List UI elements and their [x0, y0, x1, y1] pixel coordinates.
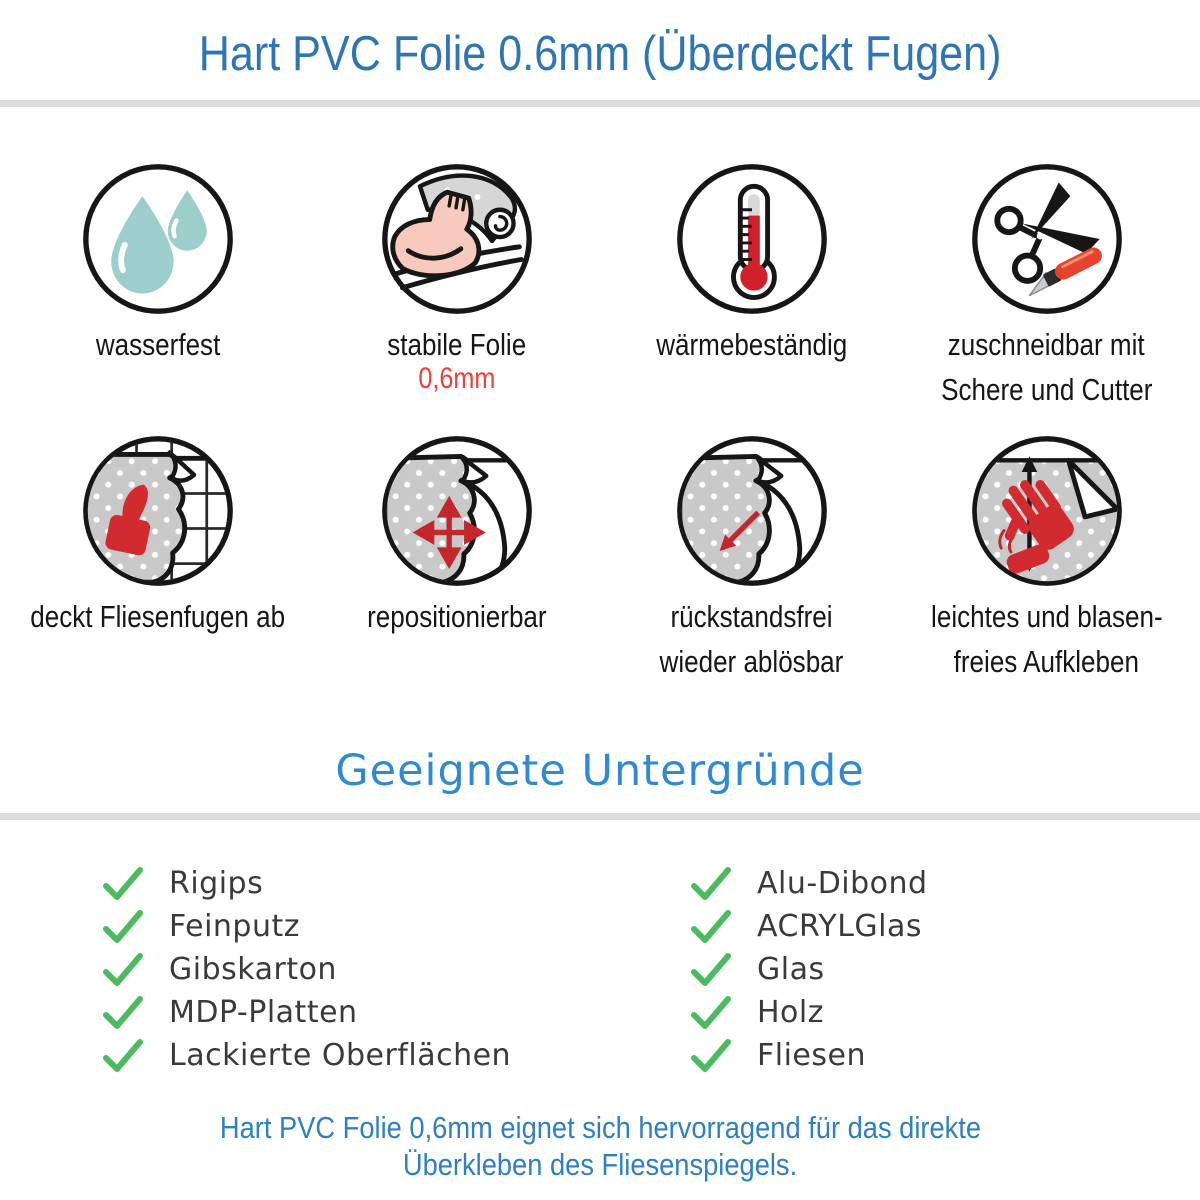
check-icon [691, 866, 731, 900]
substrate-column-left: Rigips Feinputz Gibskarton MDP-Platten L… [102, 862, 690, 1077]
feature-label: rückstandsfrei [670, 599, 833, 634]
water-drops-icon [82, 164, 233, 314]
check-icon [691, 1038, 731, 1072]
feature-repositionable: repositionierbar [309, 433, 604, 679]
substrate-label: Glas [757, 952, 825, 987]
substrate-label: Holz [757, 995, 824, 1030]
check-icon [103, 952, 143, 986]
check-icon [691, 909, 731, 943]
feature-label: deckt Fliesenfugen ab [30, 599, 286, 634]
list-item: Glas [690, 948, 1200, 991]
list-item: Lackierte Oberflächen [102, 1034, 690, 1077]
foil-thickness-label: 0,6mm [418, 362, 496, 395]
scissors-cutter-icon [971, 164, 1122, 314]
divider [0, 813, 1200, 820]
feature-label: Schere und Cutter [940, 372, 1153, 407]
feature-label: stabile Folie [387, 327, 527, 362]
substrate-label: Rigips [169, 866, 264, 901]
feature-label: wasserfest [95, 327, 220, 362]
list-item: Fliesen [690, 1034, 1200, 1077]
feature-heat-resistant: wärmebeständig [604, 161, 899, 407]
substrate-label: ACRYLGlas [757, 909, 923, 944]
thumbs-up-tiles-icon [82, 436, 233, 586]
check-icon [103, 866, 143, 900]
check-icon [103, 909, 143, 943]
check-icon [103, 1038, 143, 1072]
list-item: Gibskarton [102, 948, 690, 991]
feature-label: leichtes und blasen- [930, 599, 1163, 634]
check-icon [691, 995, 731, 1029]
list-item: ACRYLGlas [690, 905, 1200, 948]
substrate-list: Rigips Feinputz Gibskarton MDP-Platten L… [0, 862, 1200, 1077]
list-item: Holz [690, 991, 1200, 1034]
list-item: Rigips [102, 862, 690, 905]
list-item: Alu-Dibond [690, 862, 1200, 905]
muscle-foil-icon [381, 164, 532, 314]
substrate-label: Gibskarton [169, 952, 337, 987]
feature-sturdy-foil: stabile Folie 0,6mm [309, 161, 604, 407]
check-icon [103, 995, 143, 1029]
substrate-label: MDP-Platten [169, 995, 358, 1030]
feature-bubble-free-application: leichtes und blasen- freies Aufkleben [899, 433, 1194, 679]
move-arrows-icon [381, 436, 532, 586]
feature-waterproof: wasserfest [6, 161, 309, 407]
thermometer-icon [676, 164, 827, 314]
section-heading-substrates: Geeignete Untergründe [335, 746, 865, 796]
check-icon [691, 952, 731, 986]
footer-line: Hart PVC Folie 0,6mm eignet sich hervorr… [219, 1110, 981, 1145]
footer-line: Überkleben des Fliesenspiegels. [402, 1147, 798, 1182]
feature-label: freies Aufkleben [953, 644, 1140, 679]
list-item: Feinputz [102, 905, 690, 948]
feature-grid: wasserfest stabile Folie [0, 161, 1200, 679]
feature-covers-tile-joints: deckt Fliesenfugen ab [6, 433, 309, 679]
list-item: MDP-Platten [102, 991, 690, 1034]
page-title: Hart PVC Folie 0.6mm (Überdeckt Fugen) [198, 27, 1002, 81]
feature-label: repositionierbar [367, 599, 547, 634]
footer-note: Hart PVC Folie 0,6mm eignet sich hervorr… [0, 1109, 1200, 1183]
substrate-label: Fliesen [757, 1038, 866, 1073]
feature-label: wärmebeständig [656, 327, 848, 362]
feature-label: zuschneidbar mit [948, 327, 1145, 362]
feature-cuttable: zuschneidbar mit Schere und Cutter [899, 161, 1194, 407]
substrate-column-right: Alu-Dibond ACRYLGlas Glas Holz Fliesen [690, 862, 1200, 1077]
hand-smoothing-icon [971, 436, 1122, 586]
substrate-label: Feinputz [169, 909, 300, 944]
divider [0, 100, 1200, 107]
peel-off-arrow-icon [676, 436, 827, 586]
feature-label: wieder ablösbar [659, 644, 844, 679]
substrate-label: Lackierte Oberflächen [169, 1038, 512, 1073]
substrate-label: Alu-Dibond [757, 866, 928, 901]
feature-residue-free-removable: rückstandsfrei wieder ablösbar [604, 433, 899, 679]
